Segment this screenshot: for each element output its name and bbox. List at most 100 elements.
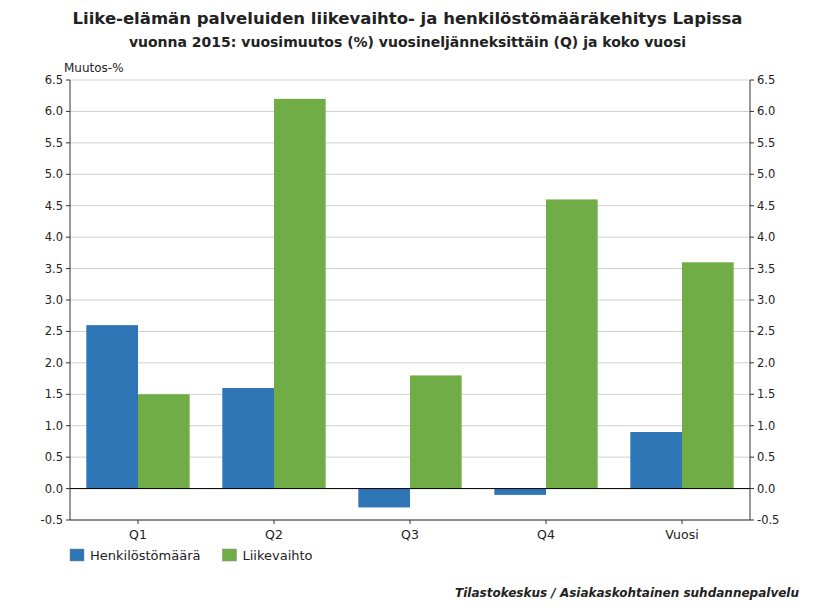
y2-tick-label: 2.5: [757, 324, 775, 338]
y2-axis: -0.5 0.0 0.5 1.0 1.5 2.0 2.5 3.0 3.5 4.0 4.5 5.0 5.5…: [750, 73, 779, 527]
x-tick: [138, 520, 139, 524]
y-tick: [66, 457, 70, 458]
x-tick: [682, 520, 683, 524]
y2-tick-label: 0.0: [757, 482, 775, 496]
y-tick-label: 2.0: [45, 356, 63, 370]
y2-tick: [750, 142, 754, 143]
bar: [546, 199, 598, 488]
y2-tick: [750, 520, 754, 521]
y-tick-label: 4.5: [45, 199, 63, 213]
grid-line: [70, 488, 750, 489]
y2-tick: [750, 237, 754, 238]
grid-line: [70, 205, 750, 206]
bar: [274, 99, 326, 489]
bar: [222, 388, 274, 489]
y-tick: [66, 111, 70, 112]
y-tick-label: 1.0: [45, 419, 63, 433]
legend-swatch: [222, 549, 236, 561]
y-tick: [66, 205, 70, 206]
grid-line: [70, 80, 750, 81]
y-tick-label: 3.0: [45, 293, 63, 307]
y-tick: [66, 362, 70, 363]
y-tick: [66, 300, 70, 301]
y2-tick-label: 4.0: [757, 230, 775, 244]
legend-label: Liikevaihto: [242, 548, 312, 563]
y-tick: [66, 268, 70, 269]
y-tick-label: 3.5: [45, 262, 63, 276]
y-tick-label: -0.5: [41, 513, 63, 527]
y-tick-label: 1.5: [45, 387, 63, 401]
y2-tick-label: 6.5: [757, 73, 775, 87]
y-tick-label: 6.5: [45, 73, 63, 87]
y-tick: [66, 331, 70, 332]
y2-tick: [750, 362, 754, 363]
y2-tick: [750, 457, 754, 458]
y2-tick-label: -0.5: [757, 513, 779, 527]
title: Liike-elämän palveluiden liikevaihto- ja…: [73, 9, 743, 28]
y-tick-label: 6.0: [45, 104, 63, 118]
y2-tick-label: 1.5: [757, 387, 775, 401]
y2-tick-label: 3.0: [757, 293, 775, 307]
y2-tick: [750, 174, 754, 175]
y-tick: [66, 174, 70, 175]
y-tick: [66, 237, 70, 238]
y2-tick-label: 4.5: [757, 199, 775, 213]
y-tick: [66, 520, 70, 521]
grid-line: [70, 331, 750, 332]
y-tick-label: 0.5: [45, 450, 63, 464]
y-tick-label: 2.5: [45, 324, 63, 338]
grid-line: [70, 237, 750, 238]
source-text: Tilastokeskus / Asiakaskohtainen suhdann…: [455, 586, 799, 600]
bar: [138, 394, 190, 488]
y2-tick: [750, 300, 754, 301]
x-tick: [274, 520, 275, 524]
zero-line: [70, 488, 750, 489]
bar: [682, 262, 734, 488]
y-tick: [66, 425, 70, 426]
grid-line: [70, 362, 750, 363]
x-tick: [410, 520, 411, 524]
y2-tick: [750, 205, 754, 206]
grid-line: [70, 142, 750, 143]
bar: [410, 375, 462, 488]
y2-tick-label: 1.0: [757, 419, 775, 433]
subtitle: vuonna 2015: vuosimuutos (%) vuosineljän…: [129, 34, 686, 50]
x-axis: Q1 Q2 Q3 Q4 Vuosi: [129, 520, 699, 542]
y-tick-label: 5.5: [45, 136, 63, 150]
y2-tick: [750, 331, 754, 332]
x-tick-label: Vuosi: [665, 527, 698, 542]
y2-tick: [750, 425, 754, 426]
y-axis-label: Muutos-%: [64, 61, 124, 75]
y2-tick-label: 2.0: [757, 356, 775, 370]
grid-line: [70, 111, 750, 112]
y2-tick-label: 0.5: [757, 450, 775, 464]
legend-swatch: [70, 549, 84, 561]
bar: [358, 489, 410, 508]
x-tick-label: Q1: [129, 527, 147, 542]
y2-tick-label: 5.0: [757, 167, 775, 181]
y2-tick: [750, 80, 754, 81]
chart: Liike-elämän palveluiden liikevaihto- ja…: [0, 0, 815, 611]
x-tick: [546, 520, 547, 524]
y-tick-label: 4.0: [45, 230, 63, 244]
x-tick-label: Q2: [265, 527, 283, 542]
y-axis: -0.5 0.0 0.5 1.0 1.5 2.0 2.5 3.0 3.5 4.0 4.5 5.0 5.5…: [41, 73, 70, 527]
y2-tick: [750, 268, 754, 269]
y2-tick-label: 5.5: [757, 136, 775, 150]
legend-label: Henkilöstömäärä: [90, 548, 200, 563]
x-tick-label: Q3: [401, 527, 419, 542]
y-tick-label: 5.0: [45, 167, 63, 181]
bar: [86, 325, 138, 488]
y-tick-label: 0.0: [45, 482, 63, 496]
bars: [86, 99, 733, 508]
y2-tick: [750, 488, 754, 489]
y2-tick: [750, 394, 754, 395]
grid-line: [70, 268, 750, 269]
y-tick: [66, 488, 70, 489]
y2-tick-label: 3.5: [757, 262, 775, 276]
grid-line: [70, 174, 750, 175]
y2-tick-label: 6.0: [757, 104, 775, 118]
bar: [494, 489, 546, 495]
legend: Henkilöstömäärä Liikevaihto: [70, 548, 313, 563]
x-tick-label: Q4: [537, 527, 555, 542]
